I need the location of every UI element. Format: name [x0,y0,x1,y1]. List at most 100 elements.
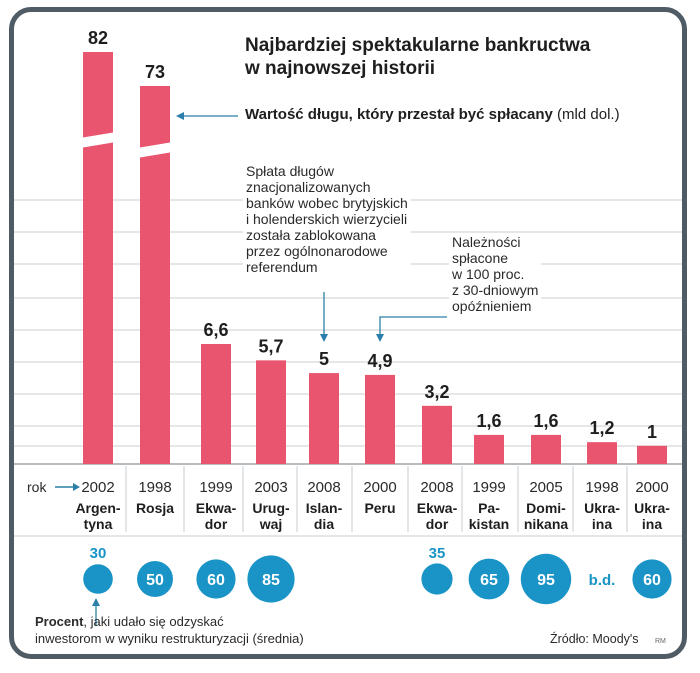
tick-label-country: dor [205,516,228,532]
recovery-bubble [137,561,173,597]
data-label: 82 [88,28,108,48]
recovery-footnote: Procent, jaki udało się odzyskać inwesto… [35,613,304,647]
tick-label-country: Peru [364,500,395,516]
axis-break-gap [80,132,116,148]
data-label: 1,6 [533,411,558,431]
recovery-bubble [421,563,453,595]
tick-label-country: Domi- [526,500,566,516]
tick-label-country: waj [259,516,283,532]
iceland-note-line: przez ogólnonarodowe [246,243,388,259]
footnote-arrow-head [92,598,100,606]
recovery-bubble [520,553,572,605]
peru-note-line: spłacone [452,250,509,266]
tick-label-year: 2002 [81,479,114,496]
tick-label-year: 2005 [529,479,562,496]
author-initials: RM [655,638,666,645]
bar [531,434,561,464]
recovery-label: 60 [207,572,225,589]
iceland-arrow-head [320,334,328,342]
tick-label-country: Ukra- [634,500,670,516]
tick-label-country: Pa- [478,500,500,516]
data-label: 4,9 [367,351,392,371]
recovery-bubble [247,555,295,603]
tick-label-country: ina [642,516,662,532]
bar [587,442,617,464]
bar [83,52,113,464]
recovery-label: 35 [429,545,446,562]
tick-label-year: 2008 [307,479,340,496]
peru-note: Należności spłacone w 100 proc. z 30-dni… [449,234,542,314]
iceland-note-line: i holenderskich wierzycieli [246,211,408,227]
bar [422,405,452,464]
data-label: 3,2 [424,382,449,402]
bar [256,360,286,464]
recovery-label: 50 [146,572,164,589]
bar [637,445,667,464]
recovery-label: 60 [643,572,661,589]
legend-arrow-head [176,112,184,120]
title-line-2: w najnowszej historii [245,58,436,79]
recovery-label: 95 [537,572,555,589]
iceland-note-line: została zablokowana [246,227,376,243]
chart-title: Najbardziej spektakularne bankructwa w n… [245,34,665,80]
peru-note-line: z 30-dniowym [452,282,539,298]
year-axis-label: rok [27,479,47,495]
iceland-note-line: banków wobec brytyjskich [246,195,408,211]
data-label: 73 [145,62,165,82]
tick-label-country: Ekwa- [417,500,458,516]
peru-note-line: opóźnieniem [452,298,532,314]
bar [474,434,504,464]
legend-label: Wartość długu, który przestał być spłaca… [245,106,553,123]
tick-label-year: 2000 [363,479,396,496]
tick-label-year: 2000 [635,479,668,496]
data-label: 1,6 [476,411,501,431]
bar [140,86,170,464]
peru-arrow-head [376,334,384,342]
tick-label-country: Urug- [252,500,290,516]
axis-break-gap [137,142,173,158]
footnote-bold: Procent [35,614,84,629]
tick-label-year: 2008 [420,479,453,496]
legend: Wartość długu, który przestał być spłaca… [245,106,620,123]
recovery-label: 30 [90,545,107,562]
recovery-bubble [83,564,113,594]
data-label: 5,7 [258,336,283,356]
recovery-label: 85 [262,572,280,589]
data-label: 1 [647,422,657,442]
tick-label-country: Ekwa- [196,500,237,516]
iceland-note-line: referendum [246,259,318,275]
tick-label-year: 1999 [472,479,505,496]
data-label: 1,2 [589,418,614,438]
bar [365,374,395,464]
tick-label-country: dor [426,516,449,532]
source-note: Źródło: Moody's [550,632,639,646]
recovery-label: 65 [480,572,498,589]
iceland-note: Spłata długów znacjonalizowanych banków … [243,163,411,275]
footnote-line2: inwestorom w wyniku restrukturyzacji (śr… [35,631,304,646]
peru-note-line: Należności [452,234,521,250]
infographic-frame [9,7,687,659]
legend-unit: (mld dol.) [557,106,620,123]
tick-label-year: 1998 [585,479,618,496]
recovery-bubble [468,558,510,600]
year-arrow-head [73,483,80,491]
bar [201,344,231,464]
bar [309,373,339,464]
tick-label-country: Argen- [75,500,120,516]
tick-label-country: nikana [524,516,569,532]
title-line-1: Najbardziej spektakularne bankructwa [245,35,591,56]
tick-label-year: 1999 [199,479,232,496]
iceland-note-line: znacjonalizowanych [246,179,371,195]
tick-label-year: 2003 [254,479,287,496]
tick-label-country: Islan- [306,500,343,516]
tick-label-country: dia [314,516,334,532]
recovery-bubble [632,559,672,599]
data-label: 5 [319,349,329,369]
tick-label-country: tyna [84,516,113,532]
footnote-text: , jaki udało się odzyskać [83,614,224,629]
data-label: 6,6 [203,320,228,340]
tick-label-country: kistan [469,516,509,532]
tick-label-country: Ukra- [584,500,620,516]
recovery-bubble [196,559,236,599]
